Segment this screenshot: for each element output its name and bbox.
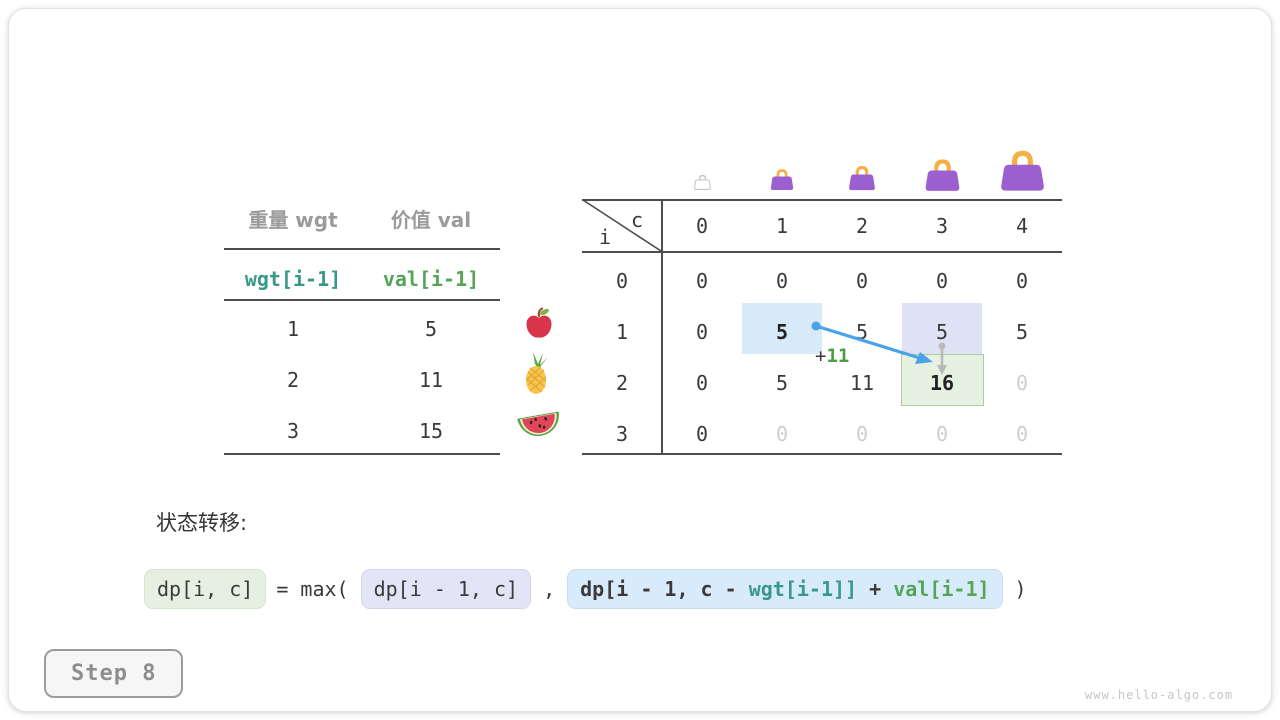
- wgt-formula-label: wgt[i-1]: [244, 267, 342, 291]
- items-table-row-3: 3 15: [224, 409, 500, 453]
- corner-i-label: i: [599, 225, 612, 249]
- bag-size1-icon: [770, 168, 794, 195]
- item3-value: 15: [418, 419, 444, 443]
- formula-comma: ,: [543, 577, 556, 601]
- item2-weight: 2: [286, 368, 300, 392]
- dp-table-rule-top: [582, 199, 1062, 201]
- dp-cell-3-4: 0: [1015, 422, 1029, 446]
- dp-table-rule-bottom: [582, 453, 1062, 455]
- formula-option2-box: dp[i - 1, c - wgt[i-1]] + val[i-1]: [567, 569, 1003, 609]
- dp-cell-2-1: 5: [775, 371, 789, 395]
- corner-diagonal-line: [582, 199, 662, 252]
- items-table-formula-row: wgt[i-1] val[i-1]: [224, 257, 500, 301]
- item1-weight: 1: [286, 317, 300, 341]
- dp-col-0: 0: [695, 214, 709, 238]
- apple-icon: [524, 307, 554, 345]
- watermark: www.hello-algo.com: [1085, 688, 1234, 702]
- formula-eq-max: = max(: [276, 577, 349, 601]
- dp-cell-1-1: 5: [775, 320, 789, 344]
- highlight-target-cell: [901, 354, 984, 406]
- dp-row-0: 0 0 0 0 0: [662, 256, 1062, 307]
- dp-col-2: 2: [855, 214, 869, 238]
- dp-cell-2-4: 0: [1015, 371, 1029, 395]
- items-table-row-1: 1 5: [224, 307, 500, 351]
- dp-cell-0-0: 0: [695, 269, 709, 293]
- dp-cell-2-2: 11: [849, 371, 875, 395]
- figure-card: 重量 wgt 价值 val wgt[i-1] val[i-1] 1 5 2 11…: [8, 8, 1272, 712]
- bag-size3-icon: [924, 158, 961, 196]
- dp-cell-0-1: 0: [775, 269, 789, 293]
- pineapple-icon: [520, 351, 554, 401]
- dp-cell-3-3: 0: [935, 422, 949, 446]
- dp-rowhead-1: 1: [615, 320, 629, 344]
- dp-cell-3-1: 0: [775, 422, 789, 446]
- empty-bag-icon: [694, 173, 711, 195]
- dp-rowhead-2: 2: [615, 371, 629, 395]
- dp-cell-0-4: 0: [1015, 269, 1029, 293]
- dp-cell-1-0: 0: [695, 320, 709, 344]
- items-table-row-2: 2 11: [224, 358, 500, 402]
- dp-row-2: 0 5 11 16 0: [662, 358, 1062, 409]
- transition-add-label: +11: [815, 345, 849, 367]
- item1-value: 5: [424, 317, 438, 341]
- items-col-weight-label: 重量 wgt: [248, 208, 338, 232]
- bag-size2-icon: [848, 165, 876, 195]
- dp-row-3: 0 0 0 0 0: [662, 409, 1062, 460]
- dp-cell-2-3: 16: [929, 371, 955, 395]
- formula-opt2-wgt: wgt[i-1]]: [748, 577, 858, 601]
- dp-cell-1-4: 5: [1015, 320, 1029, 344]
- formula-opt2-val: val[i-1]: [893, 577, 990, 601]
- bag-size4-icon: [999, 149, 1046, 196]
- formula-opt2-prefix: dp[i - 1, c -: [580, 577, 749, 601]
- formula-option1-box: dp[i - 1, c]: [360, 569, 532, 609]
- dp-cell-1-3: 5: [935, 320, 949, 344]
- plus-sign: +: [815, 345, 827, 367]
- dp-table-rule-vertical: [661, 199, 663, 455]
- formula-lhs-box: dp[i, c]: [144, 569, 267, 609]
- dp-col-1: 1: [775, 214, 789, 238]
- formula-opt2-plus: +: [857, 577, 894, 601]
- step-badge: Step 8: [44, 649, 184, 698]
- corner-c-label: c: [631, 208, 644, 232]
- dp-table-rule-header: [582, 251, 1062, 253]
- item3-weight: 3: [286, 419, 300, 443]
- items-table-header: 重量 wgt 价值 val: [224, 198, 500, 242]
- plus-value: 11: [826, 345, 850, 367]
- item2-value: 11: [418, 368, 444, 392]
- dp-cell-2-0: 0: [695, 371, 709, 395]
- items-table-rule-mid: [224, 299, 500, 301]
- dp-cell-0-3: 0: [935, 269, 949, 293]
- watermelon-icon: [515, 405, 563, 447]
- dp-row-1: 0 5 5 5 5: [662, 307, 1062, 358]
- items-table-rule-bottom: [224, 453, 500, 455]
- dp-col-4: 4: [1015, 214, 1029, 238]
- dp-rowhead-3: 3: [615, 422, 629, 446]
- dp-cell-3-2: 0: [855, 422, 869, 446]
- val-formula-label: val[i-1]: [382, 267, 480, 291]
- items-table-rule-top: [224, 248, 500, 250]
- transition-formula: dp[i, c] = max( dp[i - 1, c] , dp[i - 1,…: [144, 569, 1037, 609]
- items-col-value-label: 价值 val: [390, 208, 472, 232]
- highlight-source-cell: [742, 303, 822, 354]
- dp-cell-3-0: 0: [695, 422, 709, 446]
- dp-cell-0-2: 0: [855, 269, 869, 293]
- transition-title: 状态转移:: [156, 511, 248, 535]
- formula-close-paren: ): [1014, 577, 1027, 601]
- dp-col-3: 3: [935, 214, 949, 238]
- dp-rowhead-0: 0: [615, 269, 629, 293]
- dp-col-headers: 0 1 2 3 4: [662, 201, 1062, 252]
